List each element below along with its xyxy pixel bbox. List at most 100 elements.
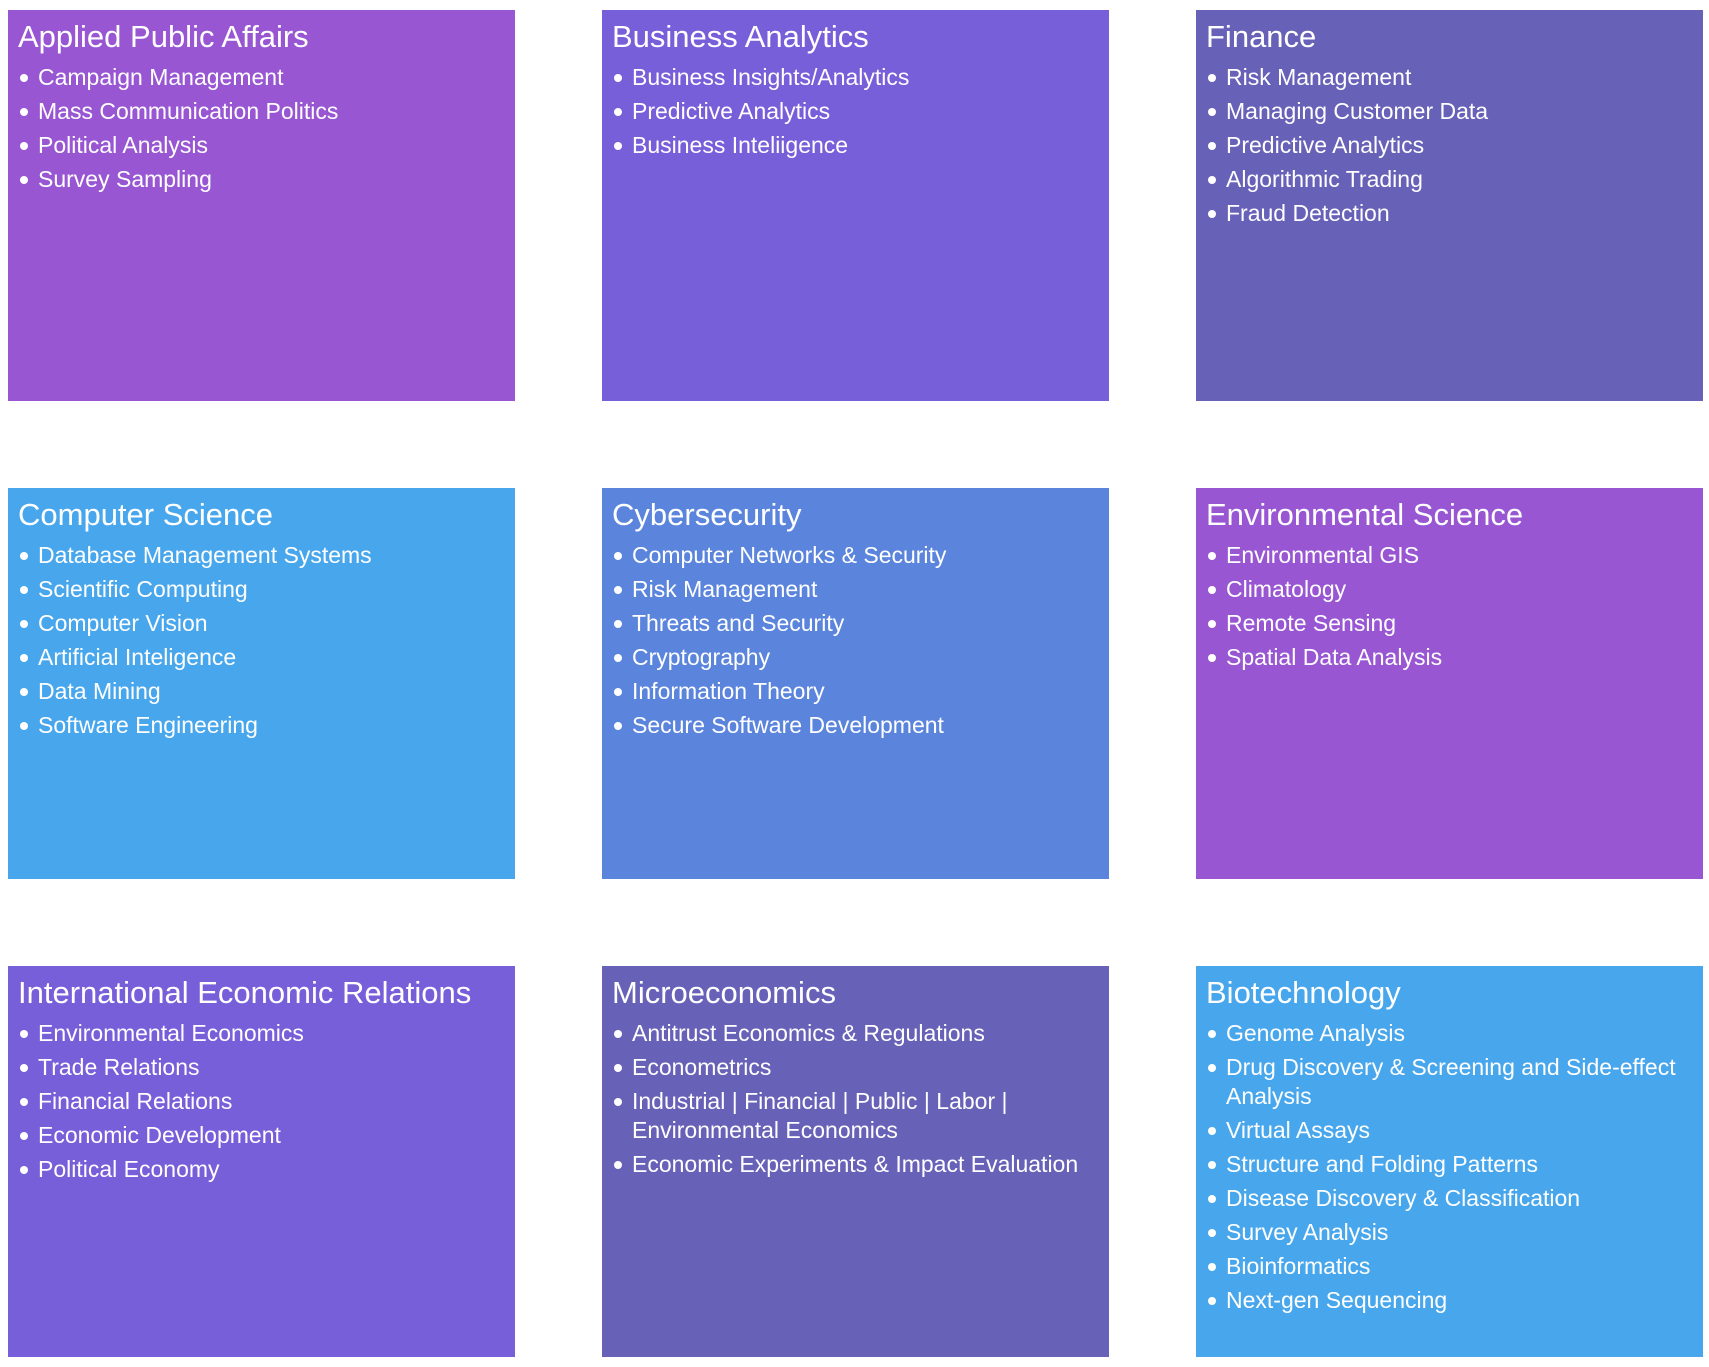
- bullet-icon: [1208, 1064, 1216, 1072]
- bullet-icon: [614, 1030, 622, 1038]
- card-title: Environmental Science: [1206, 497, 1524, 532]
- list-item-text: Econometrics: [632, 1054, 772, 1080]
- list-item: Data Mining: [18, 677, 505, 706]
- list-item: Political Economy: [18, 1155, 505, 1184]
- list-item: Structure and Folding Patterns: [1206, 1150, 1693, 1179]
- card-title: International Economic Relations: [18, 975, 472, 1010]
- list-item: Business Inteliigence: [612, 131, 1099, 160]
- list-item: Campaign Management: [18, 63, 505, 92]
- list-item: Econometrics: [612, 1053, 1099, 1082]
- list-item: Computer Vision: [18, 609, 505, 638]
- list-item-text: Scientific Computing: [38, 576, 248, 602]
- list-item: Information Theory: [612, 677, 1099, 706]
- card-list: Campaign Management Mass Communication Po…: [18, 63, 505, 194]
- list-item-text: Managing Customer Data: [1226, 98, 1489, 124]
- list-item: Secure Software Development: [612, 711, 1099, 740]
- bullet-icon: [1208, 620, 1216, 628]
- card-finance: Finance Risk Management Managing Customer…: [1196, 10, 1703, 401]
- list-item: Disease Discovery & Classification: [1206, 1184, 1693, 1213]
- card-list: Computer Networks & Security Risk Managem…: [612, 541, 1099, 740]
- bullet-icon: [1208, 654, 1216, 662]
- list-item: Genome Analysis: [1206, 1019, 1693, 1048]
- list-item: Database Management Systems: [18, 541, 505, 570]
- list-item: Predictive Analytics: [612, 97, 1099, 126]
- bullet-icon: [614, 1064, 622, 1072]
- list-item: Next-gen Sequencing: [1206, 1286, 1693, 1315]
- bullet-icon: [1208, 108, 1216, 116]
- list-item-text: Next-gen Sequencing: [1226, 1287, 1448, 1313]
- card-cybersecurity: Cybersecurity Computer Networks & Securi…: [602, 488, 1109, 879]
- list-item: Risk Management: [1206, 63, 1693, 92]
- list-item: Environmental Economics: [18, 1019, 505, 1048]
- bullet-icon: [614, 74, 622, 82]
- bullet-icon: [20, 1132, 28, 1140]
- list-item-text: Mass Communication Politics: [38, 98, 339, 124]
- list-item: Fraud Detection: [1206, 199, 1693, 228]
- bullet-icon: [1208, 1161, 1216, 1169]
- bullet-icon: [1208, 74, 1216, 82]
- list-item: Industrial | Financial | Public | Labor …: [612, 1087, 1099, 1145]
- list-item-text: Survey Analysis: [1226, 1219, 1389, 1245]
- list-item-text: Computer Vision: [38, 610, 208, 636]
- bullet-icon: [1208, 586, 1216, 594]
- bullet-icon: [20, 1030, 28, 1038]
- list-item: Climatology: [1206, 575, 1693, 604]
- bullet-icon: [20, 586, 28, 594]
- list-item-text: Climatology: [1226, 576, 1347, 602]
- list-item-text: Risk Management: [1226, 64, 1412, 90]
- card-list: Antitrust Economics & Regulations Econome…: [612, 1019, 1099, 1179]
- list-item: Predictive Analytics: [1206, 131, 1693, 160]
- list-item-text: Secure Software Development: [632, 712, 944, 738]
- list-item: Bioinformatics: [1206, 1252, 1693, 1281]
- list-item-text: Survey Sampling: [38, 166, 212, 192]
- bullet-icon: [1208, 1127, 1216, 1135]
- bullet-icon: [614, 654, 622, 662]
- list-item-text: Campaign Management: [38, 64, 284, 90]
- list-item-text: Fraud Detection: [1226, 200, 1390, 226]
- list-item-text: Financial Relations: [38, 1088, 233, 1114]
- list-item-text: Risk Management: [632, 576, 818, 602]
- bullet-icon: [20, 552, 28, 560]
- bullet-icon: [614, 1098, 622, 1106]
- list-item-text: Antitrust Economics & Regulations: [632, 1020, 985, 1046]
- card-title: Biotechnology: [1206, 975, 1401, 1010]
- list-item: Scientific Computing: [18, 575, 505, 604]
- list-item: Threats and Security: [612, 609, 1099, 638]
- list-item-text: Cryptography: [632, 644, 771, 670]
- card-biotechnology: Biotechnology Genome Analysis Drug Discov…: [1196, 966, 1703, 1357]
- list-item: Artificial Inteligence: [18, 643, 505, 672]
- card-list: Database Management Systems Scientific Co…: [18, 541, 505, 740]
- bullet-icon: [1208, 1229, 1216, 1237]
- bullet-icon: [614, 108, 622, 116]
- list-item-text: Genome Analysis: [1226, 1020, 1405, 1046]
- card-microeconomics: Microeconomics Antitrust Economics & Reg…: [602, 966, 1109, 1357]
- list-item: Economic Development: [18, 1121, 505, 1150]
- card-list: Risk Management Managing Customer Data Pre…: [1206, 63, 1693, 228]
- list-item-text: Data Mining: [38, 678, 161, 704]
- list-item-text: Virtual Assays: [1226, 1117, 1371, 1143]
- list-item-text: Economic Development: [38, 1122, 281, 1148]
- list-item-text: Predictive Analytics: [1226, 132, 1425, 158]
- bullet-icon: [614, 1161, 622, 1169]
- list-item-text: Predictive Analytics: [632, 98, 831, 124]
- list-item-text: Database Management Systems: [38, 542, 372, 568]
- card-title: Finance: [1206, 19, 1317, 54]
- list-item-text: Threats and Security: [632, 610, 845, 636]
- card-title: Business Analytics: [612, 19, 869, 54]
- card-international-economic-relations: International Economic Relations Environ…: [8, 966, 515, 1357]
- list-item-text: Information Theory: [632, 678, 825, 704]
- list-item: Antitrust Economics & Regulations: [612, 1019, 1099, 1048]
- bullet-icon: [20, 620, 28, 628]
- list-item-text: Industrial | Financial | Public | Labor …: [632, 1088, 1008, 1143]
- bullet-icon: [20, 142, 28, 150]
- list-item: Algorithmic Trading: [1206, 165, 1693, 194]
- list-item-text: Structure and Folding Patterns: [1226, 1151, 1538, 1177]
- list-item-text: Remote Sensing: [1226, 610, 1397, 636]
- list-item-text: Economic Experiments & Impact Evaluation: [632, 1151, 1079, 1177]
- list-item-text: Trade Relations: [38, 1054, 200, 1080]
- bullet-icon: [614, 620, 622, 628]
- card-list: Environmental GIS Climatology Remote Sensi…: [1206, 541, 1693, 672]
- card-list: Genome Analysis Drug Discovery & Screenin…: [1206, 1019, 1693, 1315]
- list-item: Drug Discovery & Screening and Side-effe…: [1206, 1053, 1693, 1111]
